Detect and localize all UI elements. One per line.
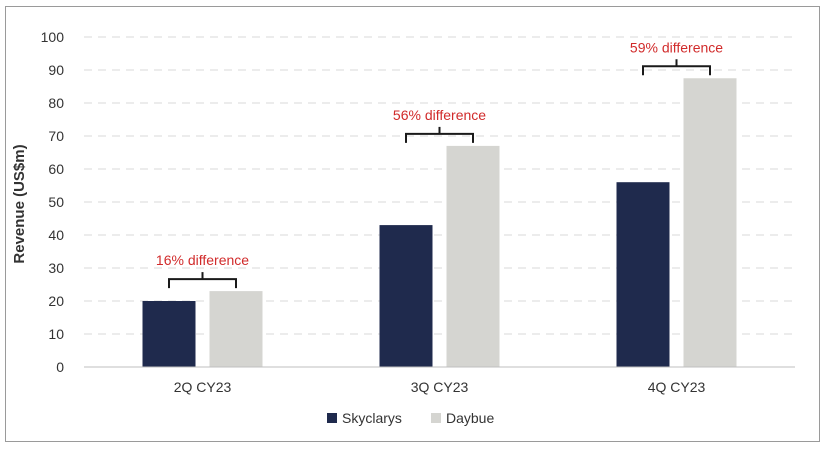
legend-swatch-skyclarys xyxy=(327,413,337,423)
y-tick-label: 20 xyxy=(48,293,64,309)
bar-skyclarys-0 xyxy=(142,301,196,367)
y-tick-label: 100 xyxy=(41,29,65,45)
x-tick-label: 4Q CY23 xyxy=(648,379,706,395)
difference-bracket xyxy=(405,132,474,143)
difference-annotation: 56% difference xyxy=(393,107,486,143)
gridlines xyxy=(84,36,795,335)
difference-label: 16% difference xyxy=(156,252,249,268)
bar-daybue-1 xyxy=(446,145,500,367)
legend-label: Skyclarys xyxy=(342,410,402,426)
y-tick-label: 60 xyxy=(48,161,64,177)
y-tick-label: 80 xyxy=(48,95,64,111)
difference-annotation: 59% difference xyxy=(630,39,723,76)
y-tick-label: 0 xyxy=(56,359,64,375)
bar-skyclarys-1 xyxy=(379,225,433,367)
x-axis-ticks: 2Q CY23 3Q CY23 4Q CY23 xyxy=(174,379,706,395)
difference-label: 59% difference xyxy=(630,39,723,55)
difference-bracket xyxy=(168,278,237,289)
bar-daybue-0 xyxy=(209,291,263,367)
difference-label: 56% difference xyxy=(393,107,486,123)
bar-skyclarys-2 xyxy=(616,182,670,367)
legend-label: Daybue xyxy=(446,410,494,426)
y-tick-label: 30 xyxy=(48,260,64,276)
y-axis-ticks: 0 10 20 30 40 50 60 70 80 90 100 xyxy=(41,29,65,375)
bar-daybue-2 xyxy=(683,78,737,367)
legend: Skyclarys Daybue xyxy=(327,410,494,426)
bars xyxy=(142,78,737,367)
y-tick-label: 10 xyxy=(48,326,64,342)
y-tick-label: 40 xyxy=(48,227,64,243)
x-tick-label: 2Q CY23 xyxy=(174,379,232,395)
annotations: 16% difference 56% difference 59% differen… xyxy=(156,39,723,289)
legend-swatch-daybue xyxy=(431,413,441,423)
y-tick-label: 90 xyxy=(48,62,64,78)
y-axis-label: Revenue (US$m) xyxy=(11,144,28,263)
x-tick-label: 3Q CY23 xyxy=(411,379,469,395)
y-tick-label: 70 xyxy=(48,128,64,144)
y-tick-label: 50 xyxy=(48,194,64,210)
difference-bracket xyxy=(642,65,711,76)
difference-annotation: 16% difference xyxy=(156,252,249,289)
